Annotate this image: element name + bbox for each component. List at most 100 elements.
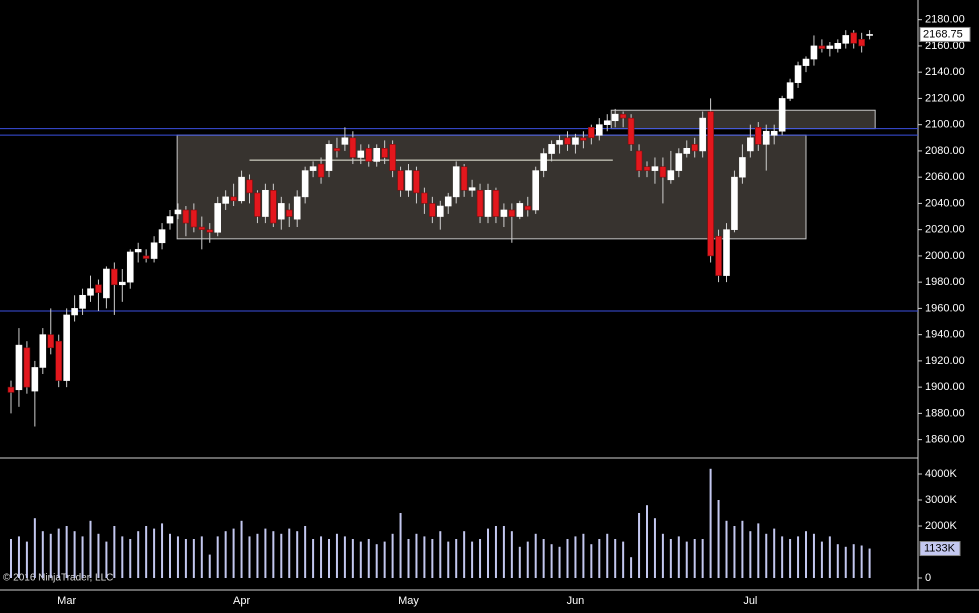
- volume-bar: [510, 531, 513, 578]
- candle-body: [325, 144, 333, 171]
- volume-bar: [216, 536, 219, 578]
- volume-bar: [693, 538, 696, 578]
- volume-bar: [669, 538, 672, 578]
- volume-bar: [224, 531, 227, 578]
- last-volume-box: [919, 541, 961, 557]
- candle-body: [707, 111, 714, 257]
- volume-bar: [208, 554, 211, 578]
- candle-body: [588, 126, 595, 139]
- candle-body: [31, 367, 39, 392]
- candle-body: [452, 166, 460, 198]
- candle-body: [564, 137, 571, 145]
- candle-body: [508, 209, 516, 217]
- volume-bar: [502, 525, 505, 578]
- candle-body: [810, 45, 818, 60]
- candle-body: [150, 242, 158, 259]
- volume-bar: [812, 533, 815, 578]
- candle-body: [317, 163, 325, 178]
- candle-body: [285, 209, 293, 217]
- candle-body: [47, 334, 55, 349]
- volume-bar: [423, 536, 426, 578]
- candle-body: [667, 170, 675, 181]
- last-volume-label: 1133K: [924, 542, 956, 554]
- volume-bar: [10, 538, 12, 578]
- candle-body: [762, 130, 770, 145]
- candle-body: [635, 150, 643, 171]
- candle-body: [405, 170, 412, 191]
- candle-body: [556, 140, 563, 145]
- candle-body: [842, 35, 850, 44]
- candle-body: [484, 189, 492, 217]
- candle-body: [103, 268, 110, 299]
- volume-bar: [542, 538, 545, 578]
- candle-body: [333, 147, 341, 152]
- candle-body: [866, 34, 873, 36]
- volume-bar: [471, 541, 474, 578]
- volume-bar: [646, 505, 648, 578]
- last-price-label: 2168.75: [923, 28, 963, 40]
- candle-body: [468, 187, 476, 191]
- volume-bar: [494, 525, 497, 578]
- volume-bar: [232, 528, 235, 578]
- candle-body: [858, 39, 865, 47]
- volume-bar: [526, 541, 529, 578]
- y-tick-label: 2080.00: [925, 145, 965, 157]
- volume-bar: [184, 538, 187, 578]
- y-tick-label: 2140.00: [925, 66, 965, 78]
- x-tick-label: Jun: [567, 595, 585, 607]
- candle-body: [754, 126, 762, 145]
- volume-bar: [113, 525, 116, 578]
- candle-body: [476, 189, 484, 217]
- volume-bar: [614, 538, 617, 578]
- volume-bar: [622, 541, 625, 578]
- y-tick-label: 1900.00: [925, 381, 965, 393]
- candle-body: [603, 120, 611, 125]
- volume-bar: [725, 520, 728, 578]
- volume-bar: [487, 528, 489, 578]
- candle-body: [691, 144, 699, 152]
- candle-body: [357, 150, 365, 158]
- volume-bar: [137, 531, 140, 578]
- volume-bar: [335, 533, 338, 578]
- y-tick-label: 1880.00: [925, 407, 965, 419]
- volume-bar: [383, 541, 386, 578]
- volume-bar: [256, 533, 259, 578]
- volume-bar: [439, 531, 442, 578]
- candle-body: [532, 170, 540, 211]
- volume-bar: [359, 541, 362, 578]
- y-tick-label: 1940.00: [925, 329, 965, 341]
- candle-body: [246, 179, 253, 194]
- candle-body: [238, 176, 245, 202]
- volume-bar: [57, 528, 60, 578]
- candle-body: [834, 43, 842, 49]
- candle-body: [126, 251, 134, 283]
- volume-bar: [153, 528, 156, 578]
- candle-body: [421, 192, 428, 204]
- candle-body: [595, 124, 603, 136]
- y-tick-label: 2160.00: [925, 40, 965, 52]
- candle-body: [627, 117, 635, 145]
- volume-bar: [391, 533, 394, 578]
- volume-bar: [176, 536, 179, 578]
- candle-body: [651, 166, 659, 171]
- candle-body: [142, 255, 150, 259]
- y-tick-label: 1980.00: [925, 276, 965, 288]
- volume-bar: [598, 538, 601, 578]
- candle-body: [119, 281, 126, 286]
- zone-box: [610, 109, 876, 130]
- volume-bar: [49, 533, 52, 578]
- candle-body: [516, 203, 524, 217]
- volume-bar: [789, 538, 792, 578]
- candle-body: [802, 58, 810, 66]
- y-tick-label: 2060.00: [925, 171, 965, 183]
- volume-bar: [828, 536, 831, 578]
- candle-body: [293, 196, 301, 220]
- volume-bar: [590, 544, 593, 578]
- volume-bar: [479, 538, 482, 578]
- volume-bar: [17, 536, 20, 578]
- candle-body: [23, 347, 31, 388]
- y-tick-label: 4000K: [925, 468, 957, 480]
- volume-bar: [574, 536, 577, 578]
